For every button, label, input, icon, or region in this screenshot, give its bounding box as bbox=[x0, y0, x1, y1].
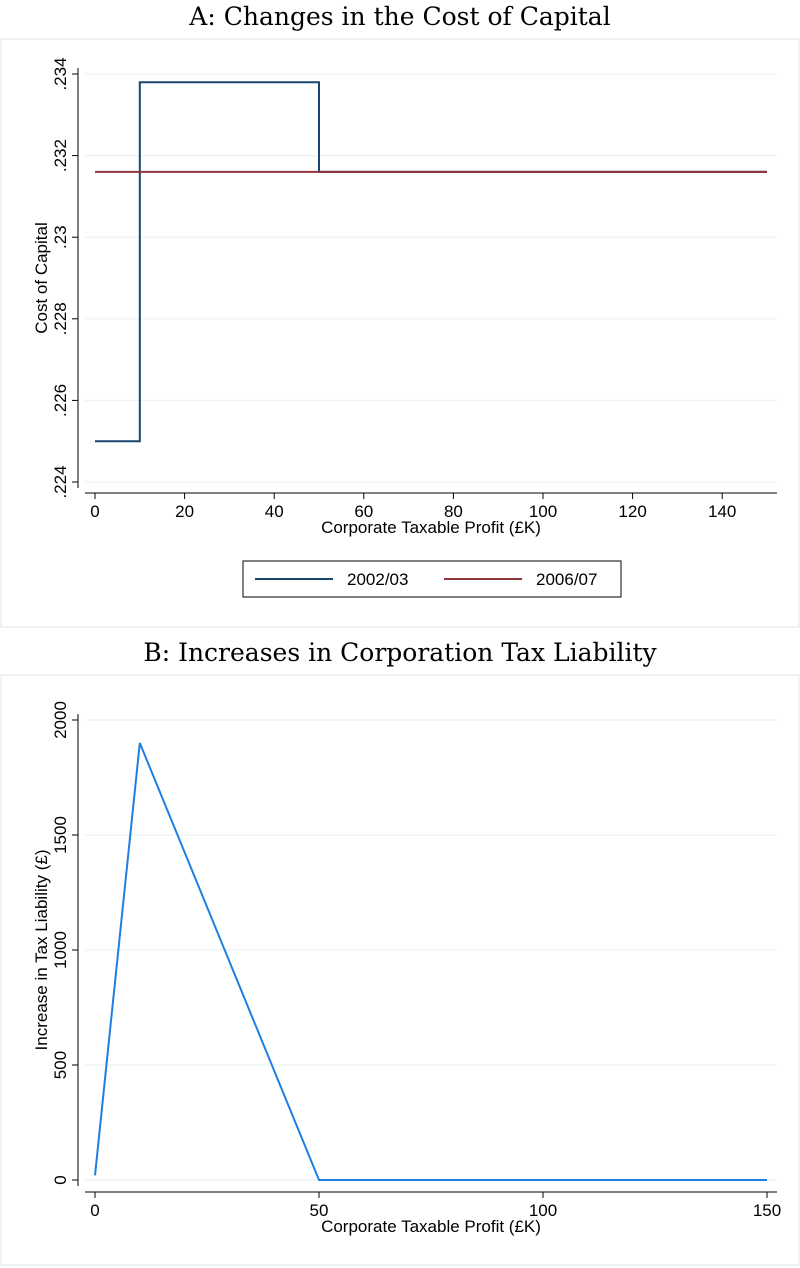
chart-a-ytick-label-1: .226 bbox=[51, 384, 70, 417]
chart-b-ytick-label-1: 500 bbox=[51, 1051, 70, 1079]
chart-a-xtick-label-4: 80 bbox=[444, 502, 463, 521]
chart-b-series-line-0 bbox=[94, 742, 767, 1181]
chart-a-xtick-label-3: 60 bbox=[354, 502, 373, 521]
chart-a-xtick-label-7: 140 bbox=[708, 502, 736, 521]
chart-a-legend-label-0: 2002/03 bbox=[347, 570, 408, 589]
chart-a-xtick-label-2: 40 bbox=[265, 502, 284, 521]
chart-a-frame bbox=[0, 38, 800, 628]
chart-b-y-axis-label: Increase in Tax Liability (£) bbox=[32, 850, 51, 1051]
chart-a-ytick-label-3: .23 bbox=[51, 225, 70, 249]
chart-b-ytick-label-0: 0 bbox=[51, 1175, 70, 1184]
chart-a-ytick-label-4: .232 bbox=[51, 139, 70, 172]
chart-a-legend-label-1: 2006/07 bbox=[536, 570, 597, 589]
chart-a-xtick-label-5: 100 bbox=[529, 502, 557, 521]
panel-b-title: B: Increases in Corporation Tax Liabilit… bbox=[143, 638, 657, 667]
chart-a-x-axis-label: Corporate Taxable Profit (£K) bbox=[321, 518, 541, 537]
chart-b-frame bbox=[0, 674, 800, 1266]
chart-b-ytick-label-2: 1000 bbox=[51, 931, 70, 969]
chart-a-xtick-label-1: 20 bbox=[175, 502, 194, 521]
chart-b: 0 500 1000 1500 2000 0 50 100 150 Corporate Taxab… bbox=[0, 674, 800, 1266]
chart-a: .224 .226 .228 .23 .232 .234 0 20 40 60 80 100 120 14… bbox=[0, 38, 800, 628]
chart-b-xtick-label-0: 0 bbox=[90, 1201, 99, 1220]
panel-a-title: A: Changes in the Cost of Capital bbox=[189, 2, 611, 31]
chart-b-xtick-label-2: 100 bbox=[529, 1201, 557, 1220]
chart-a-y-axis-label: Cost of Capital bbox=[32, 222, 51, 334]
chart-a-xtick-label-6: 120 bbox=[618, 502, 646, 521]
chart-b-ytick-label-3: 1500 bbox=[51, 816, 70, 854]
chart-a-ytick-label-0: .224 bbox=[51, 465, 70, 498]
chart-b-x-axis-label: Corporate Taxable Profit (£K) bbox=[321, 1217, 541, 1236]
chart-a-xtick-label-0: 0 bbox=[90, 502, 99, 521]
chart-a-ytick-label-2: .228 bbox=[51, 302, 70, 335]
chart-b-xtick-label-3: 150 bbox=[753, 1201, 781, 1220]
chart-a-ytick-label-5: .234 bbox=[51, 57, 70, 90]
chart-b-xtick-label-1: 50 bbox=[310, 1201, 329, 1220]
chart-b-ytick-label-4: 2000 bbox=[51, 701, 70, 739]
